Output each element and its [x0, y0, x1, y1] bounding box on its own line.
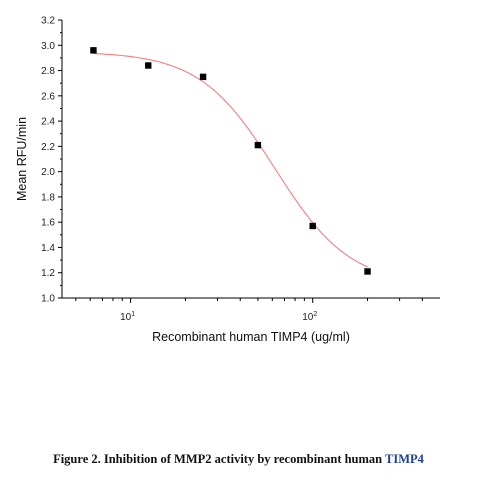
caption-highlight: TIMP4	[385, 452, 424, 466]
data-point	[254, 141, 262, 149]
data-point	[199, 73, 207, 81]
fit-curve	[93, 52, 368, 268]
y-tick-label: 2.0	[41, 167, 55, 178]
y-tick-label: 3.0	[41, 41, 55, 52]
y-tick-label: 1.0	[41, 294, 55, 305]
y-tick-label: 1.8	[41, 192, 55, 203]
y-tick-label: 2.6	[41, 91, 55, 102]
caption-text: Figure 2. Inhibition of MMP2 activity by…	[53, 452, 386, 466]
x-axis-title: Recombinant human TIMP4 (ug/ml)	[152, 330, 350, 344]
data-point	[145, 62, 152, 69]
y-tick-label: 1.2	[41, 268, 55, 279]
y-tick-label: 2.4	[41, 117, 55, 128]
x-tick-label: 102	[302, 311, 317, 323]
y-tick-label: 1.6	[41, 218, 55, 229]
x-tick-base: 10	[120, 312, 132, 323]
y-axis-title: Mean RFU/min	[15, 117, 29, 201]
x-tick-base: 10	[302, 312, 314, 323]
y-tick-label: 1.4	[41, 243, 55, 254]
data-point	[309, 222, 316, 230]
x-tick-exponent: 2	[313, 311, 317, 318]
x-tick-label: 101	[120, 311, 135, 323]
y-tick-label: 2.8	[41, 66, 55, 77]
x-tick-exponent: 1	[131, 311, 135, 318]
y-tick-label: 2.2	[41, 142, 55, 153]
data-point	[364, 268, 371, 275]
data-point	[90, 47, 97, 54]
figure-caption: Figure 2. Inhibition of MMP2 activity by…	[0, 452, 477, 467]
y-tick-label: 3.2	[41, 16, 55, 27]
